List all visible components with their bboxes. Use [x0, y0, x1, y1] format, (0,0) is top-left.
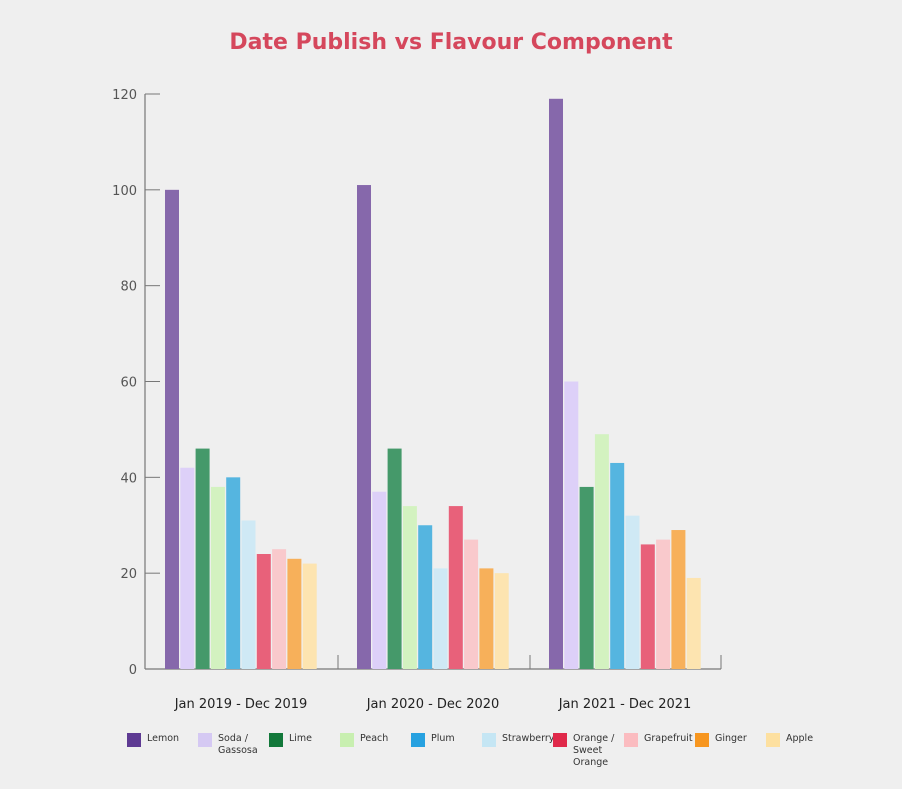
- legend-label: Peach: [360, 733, 389, 744]
- bar-peach-3: [594, 434, 609, 669]
- legend-label: Plum: [431, 733, 455, 744]
- legend-label: Grapefruit: [644, 733, 693, 744]
- bar-lime-2: [387, 448, 402, 669]
- bar-lemon-1: [165, 189, 179, 670]
- legend-label: Orange / Sweet Orange: [573, 733, 615, 768]
- legend-item: Lemon: [127, 733, 198, 769]
- y-tick-label: 120: [112, 88, 137, 103]
- legend-swatch: [269, 733, 283, 747]
- bar-plum-3: [610, 462, 625, 669]
- x-category-label: Jan 2020 - Dec 2020: [366, 697, 500, 712]
- y-tick-label: 60: [120, 376, 137, 391]
- legend-item: Soda / Gassosa: [198, 733, 269, 769]
- bar-soda-gassosa-3: [564, 381, 579, 669]
- x-category-label: Jan 2019 - Dec 2019: [174, 697, 308, 712]
- bar-apple-1: [302, 563, 317, 669]
- legend-swatch: [127, 733, 141, 747]
- legend-swatch: [198, 733, 212, 747]
- legend-item: Grapefruit: [624, 733, 695, 769]
- legend-item: Apple: [766, 733, 837, 769]
- bar-plum-2: [418, 525, 433, 669]
- bar-apple-2: [494, 573, 509, 669]
- bar-ginger-2: [479, 568, 494, 669]
- bar-lime-1: [195, 448, 210, 669]
- bar-strawberry-3: [625, 515, 640, 669]
- bar-ginger-3: [671, 530, 686, 669]
- legend-swatch: [695, 733, 709, 747]
- y-tick-label: 20: [120, 567, 137, 582]
- legend-label: Apple: [786, 733, 814, 744]
- legend: Lemon Soda / Gassosa Lime Peach Plum Strawber…: [127, 733, 837, 769]
- legend-swatch: [340, 733, 354, 747]
- legend-item: Peach: [340, 733, 411, 769]
- bar-grapefruit-3: [656, 539, 671, 669]
- legend-label: Soda / Gassosa: [218, 733, 258, 756]
- bar-plum-1: [226, 477, 241, 669]
- bar-strawberry-2: [433, 568, 448, 669]
- y-tick-label: 0: [129, 663, 137, 678]
- legend-label: Lime: [289, 733, 313, 744]
- bar-ginger-1: [287, 558, 302, 669]
- bar-apple-3: [686, 577, 701, 669]
- legend-item: Ginger: [695, 733, 766, 769]
- bar-lemon-3: [549, 98, 563, 669]
- bar-lemon-2: [357, 185, 371, 669]
- y-tick-label: 100: [112, 184, 137, 199]
- bar-soda-gassosa-2: [372, 491, 387, 669]
- bar-soda-gassosa-1: [180, 467, 195, 669]
- y-tick-label: 40: [120, 471, 137, 486]
- y-tick-label: 80: [120, 280, 137, 295]
- bar-orange-sweet-orange-3: [640, 544, 655, 669]
- bar-strawberry-1: [241, 520, 256, 669]
- legend-label: Strawberry: [502, 733, 555, 744]
- legend-item: Orange / Sweet Orange: [553, 733, 624, 769]
- bar-grapefruit-1: [272, 549, 287, 669]
- bar-grapefruit-2: [464, 539, 479, 669]
- bar-orange-sweet-orange-1: [256, 554, 271, 669]
- chart-title: Date Publish vs Flavour Component: [229, 30, 673, 55]
- legend-label: Lemon: [147, 733, 180, 744]
- legend-item: Plum: [411, 733, 482, 769]
- legend-item: Strawberry: [482, 733, 555, 769]
- legend-swatch: [411, 733, 425, 747]
- legend-swatch: [624, 733, 638, 747]
- legend-item: Lime: [269, 733, 340, 769]
- bar-peach-2: [402, 506, 417, 669]
- x-category-label: Jan 2021 - Dec 2021: [558, 697, 692, 712]
- legend-label: Ginger: [715, 733, 747, 744]
- legend-swatch: [482, 733, 496, 747]
- bar-peach-1: [210, 486, 225, 669]
- bar-lime-3: [579, 486, 594, 669]
- legend-swatch: [766, 733, 780, 747]
- bar-orange-sweet-orange-2: [448, 506, 463, 669]
- legend-swatch: [553, 733, 567, 747]
